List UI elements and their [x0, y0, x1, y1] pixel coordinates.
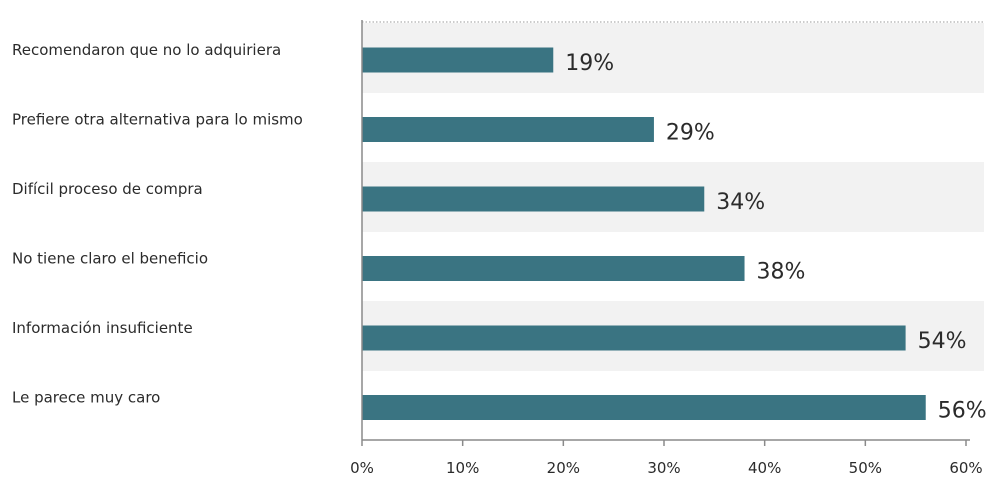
category-label: Prefiere otra alternativa para lo mismo: [12, 111, 303, 129]
value-label: 29%: [666, 121, 715, 146]
bar: [362, 395, 926, 420]
x-tick-label: 40%: [748, 459, 781, 477]
bar: [362, 117, 654, 142]
value-label: 54%: [918, 329, 967, 354]
bar: [362, 47, 554, 73]
value-label: 34%: [716, 190, 765, 215]
value-labels: 19% 29% 34% 38% 54% 56%: [565, 51, 986, 424]
category-label: Difícil proceso de compra: [12, 180, 203, 198]
category-label: Recomendaron que no lo adquiriera: [12, 41, 281, 59]
x-tick-label: 20%: [547, 459, 580, 477]
x-tick-label: 60%: [949, 459, 982, 477]
bars: [362, 47, 926, 420]
category-label: Le parece muy caro: [12, 389, 160, 407]
bar: [362, 325, 906, 351]
x-tick-label: 10%: [446, 459, 479, 477]
x-axis-ticks: 0% 10% 20% 30% 40% 50% 60%: [350, 440, 983, 477]
value-label: 56%: [938, 399, 987, 424]
x-tick-label: 0%: [350, 459, 374, 477]
bar: [362, 256, 745, 281]
category-labels: Recomendaron que no lo adquiriera Prefier…: [12, 41, 303, 407]
category-label: No tiene claro el beneficio: [12, 250, 208, 268]
category-label: Información insuficiente: [12, 319, 193, 337]
value-label: 19%: [565, 51, 614, 76]
x-tick-label: 50%: [849, 459, 882, 477]
value-label: 38%: [757, 260, 806, 285]
bar: [362, 186, 705, 212]
x-tick-label: 30%: [647, 459, 680, 477]
